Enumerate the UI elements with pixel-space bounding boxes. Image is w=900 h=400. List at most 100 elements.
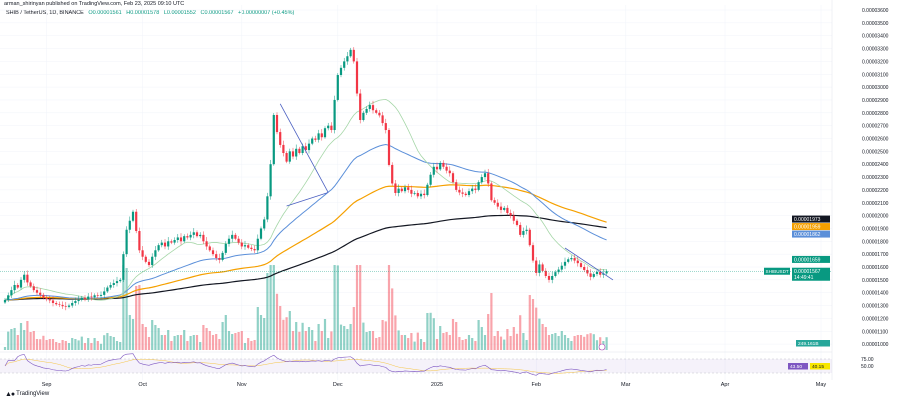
volume-label-bg: [796, 340, 830, 347]
candle-body: [83, 297, 87, 300]
price-chart[interactable]: 0.00003600 0.00003500 0.00003400 0.00003300…: [0, 0, 900, 390]
candle-body: [589, 273, 592, 277]
y-tick-label: 0.00002800: [862, 111, 889, 117]
volume-bar: [48, 339, 51, 350]
candle-body: [410, 189, 413, 194]
candle-body: [400, 188, 403, 192]
volume-bar: [247, 338, 250, 350]
ema50-price-label: 0.00001862: [794, 232, 821, 238]
candle-body: [317, 133, 320, 140]
symbol-label[interactable]: SHIB / TetherUS, 1D, BINANCE: [6, 10, 84, 16]
volume-bar: [499, 336, 503, 350]
candle-body: [80, 297, 83, 300]
volume-bar: [378, 337, 381, 350]
volume-bar: [90, 343, 93, 350]
volume-bar: [7, 331, 10, 350]
last-price-label: 0.00001567: [794, 269, 821, 275]
volume-bar: [80, 336, 83, 350]
candle-body: [77, 299, 80, 302]
volume-bar: [202, 325, 205, 350]
candle-body: [403, 187, 407, 192]
volume-bar: [387, 265, 391, 350]
volume-bar: [311, 330, 314, 350]
candle-body: [557, 269, 560, 273]
candle-body: [167, 241, 170, 247]
volume-bar: [503, 339, 506, 350]
candle-body: [224, 243, 227, 253]
volume-bar: [589, 333, 592, 350]
candle-body: [253, 249, 256, 251]
volume-bar: [131, 319, 135, 350]
volume-bar: [493, 336, 496, 350]
candle-body: [416, 192, 419, 197]
candle-body: [58, 304, 61, 305]
candle-body: [362, 112, 365, 120]
event-marker-icon: [598, 343, 606, 351]
x-tick-label: Nov: [237, 382, 247, 388]
candle-body: [103, 291, 106, 295]
y-tick-label: 0.00002500: [862, 149, 889, 155]
candle-body: [496, 202, 499, 207]
x-tick-label: Feb: [531, 382, 540, 388]
symbol-tag: SHIBUSDT: [766, 269, 789, 274]
volume-bar: [423, 342, 426, 350]
volume-bar: [407, 338, 410, 350]
volume-bar: [250, 341, 253, 350]
candle-body: [573, 258, 576, 261]
rsi-ma-bg: [810, 363, 830, 370]
candle-body: [375, 110, 378, 113]
open-value: O0.00001561: [88, 10, 122, 16]
candle-body: [554, 272, 557, 276]
candle-body: [528, 229, 531, 246]
volume-bar: [317, 324, 320, 350]
change-value: +0.00000007 (+0.45%): [238, 10, 295, 16]
volume-bar: [115, 341, 119, 350]
candle-body: [250, 247, 253, 250]
candle-body: [413, 192, 416, 194]
candle-body: [55, 302, 58, 305]
volume-bar: [586, 334, 589, 350]
candle-body: [199, 234, 202, 237]
candle-body: [483, 173, 487, 178]
candle-body: [586, 269, 589, 274]
candle-body: [531, 245, 535, 261]
candle-body: [509, 213, 512, 216]
candle-body: [160, 242, 163, 246]
volume-bar: [269, 265, 272, 350]
candle-body: [26, 274, 29, 283]
candle-body: [243, 245, 247, 247]
volume-bar: [599, 337, 602, 350]
volume-bar: [45, 340, 48, 350]
volume-bar: [122, 265, 125, 350]
volume-bar: [192, 335, 195, 350]
volume-bar: [541, 324, 544, 350]
volume-bar: [157, 328, 160, 350]
candle-body: [3, 299, 7, 303]
volume-bar: [509, 336, 512, 350]
candle-body: [365, 108, 368, 113]
candle-body: [259, 228, 263, 239]
candle-body: [247, 245, 250, 248]
volume-bar: [522, 333, 525, 350]
volume-bar: [439, 326, 442, 350]
candle-body: [579, 263, 583, 267]
volume-bar: [451, 319, 455, 350]
volume-bar: [595, 340, 599, 350]
candle-body: [119, 279, 122, 282]
candle-body: [551, 275, 554, 280]
volume-bar: [605, 337, 608, 350]
volume-bar: [256, 307, 259, 350]
rsi-value-label: 43.50: [790, 364, 802, 370]
volume-bar: [394, 315, 397, 350]
candle-body: [29, 282, 32, 287]
candle-body: [115, 281, 119, 284]
candle-body: [352, 49, 355, 62]
volume-bar: [416, 332, 419, 350]
candle-body: [467, 191, 471, 196]
volume-bar: [275, 293, 279, 350]
candle-body: [330, 125, 333, 131]
candle-body: [592, 274, 595, 277]
candle-body: [439, 162, 442, 170]
symbol-tag-bg: [764, 267, 790, 275]
candle-body: [451, 173, 455, 183]
